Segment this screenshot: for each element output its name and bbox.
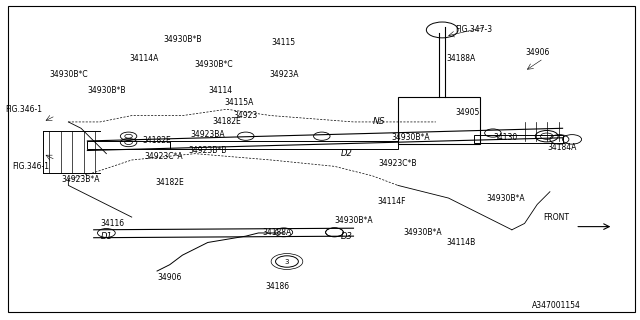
Text: FRONT: FRONT [543,212,569,222]
Text: 34906: 34906 [157,273,182,282]
Text: 34114A: 34114A [130,54,159,63]
Text: D3: D3 [341,232,353,241]
Text: D1: D1 [100,232,113,241]
Text: FIG.347-3: FIG.347-3 [455,25,492,35]
Text: 34923: 34923 [234,111,258,120]
Text: 34114: 34114 [209,86,232,95]
Text: 34923C*A: 34923C*A [144,152,183,161]
Text: 34115A: 34115A [225,99,254,108]
Text: 34923A: 34923A [269,70,298,79]
Text: FIG.346-1: FIG.346-1 [12,162,49,171]
Text: A347001154: A347001154 [532,301,580,310]
Text: 34923C*B: 34923C*B [379,159,417,168]
Text: 34930B*C: 34930B*C [195,60,234,69]
Text: 34184A: 34184A [548,143,577,152]
Bar [170,141,398,149]
Text: 34182E: 34182E [212,117,241,126]
Text: 34188A: 34188A [263,228,292,237]
Text: 34115: 34115 [272,38,296,47]
Text: 34930B*C: 34930B*C [49,70,88,79]
Text: 34188A: 34188A [447,54,476,63]
Text: 34930B*A: 34930B*A [334,216,373,225]
Text: 34930B*A: 34930B*A [486,194,525,203]
Text: 34923BA: 34923BA [191,130,225,139]
Text: D2: D2 [341,149,353,158]
Text: FIG.346-1: FIG.346-1 [6,105,42,114]
Text: 34114F: 34114F [377,197,406,206]
Bar [88,141,170,149]
Text: 34923B*B: 34923B*B [189,146,227,155]
Text: 34114B: 34114B [447,238,476,247]
Text: 34923B*A: 34923B*A [62,174,100,184]
Text: 34186: 34186 [266,282,289,292]
Text: 34182E: 34182E [143,136,172,146]
Text: 34930B*A: 34930B*A [391,133,430,142]
Text: 34930B*B: 34930B*B [163,35,202,44]
Bar [474,135,563,142]
Text: 34182E: 34182E [156,178,184,187]
Text: 34906: 34906 [525,48,549,57]
Text: 34905: 34905 [455,108,480,117]
Text: 34130: 34130 [493,133,518,142]
Text: 3: 3 [285,259,289,265]
Text: 34930B*B: 34930B*B [87,86,125,95]
Text: NS: NS [372,117,385,126]
FancyBboxPatch shape [398,97,480,144]
Text: 34930B*A: 34930B*A [404,228,442,237]
Text: 34116: 34116 [100,219,125,228]
